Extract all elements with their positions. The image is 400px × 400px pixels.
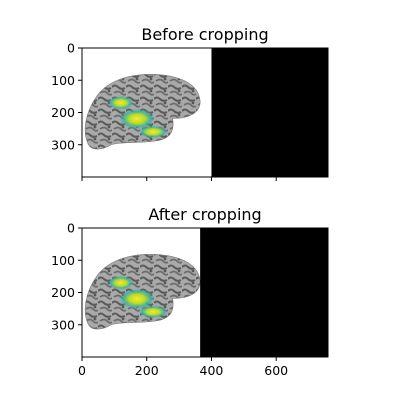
after-cropping-panel: After cropping 0 100 200 300 0 200 400 600 — [51, 205, 329, 378]
x-tick-label: 0 — [78, 363, 86, 378]
y-tick-label: 300 — [51, 317, 75, 332]
y-tick-label: 0 — [67, 41, 75, 56]
y-tick-label: 0 — [67, 221, 75, 236]
black-fill-region — [211, 48, 328, 177]
x-tick-label: 400 — [200, 363, 224, 378]
y-tick-label: 300 — [51, 137, 75, 152]
x-tick-label: 600 — [264, 363, 288, 378]
before-cropping-panel: Before cropping 0 100 200 300 — [51, 25, 329, 181]
y-tick-label: 200 — [51, 285, 75, 300]
after-cropping-title: After cropping — [148, 205, 261, 224]
black-fill-region — [200, 228, 328, 357]
x-tick-label: 200 — [135, 363, 159, 378]
y-tick-label: 200 — [51, 105, 75, 120]
y-tick-label: 100 — [51, 73, 75, 88]
brain-surface-image — [84, 74, 201, 150]
brain-surface-image — [84, 254, 201, 330]
before-cropping-title: Before cropping — [141, 25, 268, 44]
y-tick-label: 100 — [51, 253, 75, 268]
